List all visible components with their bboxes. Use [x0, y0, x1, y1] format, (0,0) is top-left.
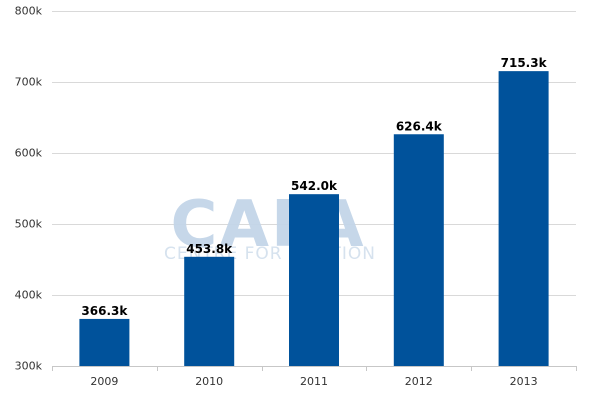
x-tick-label-2009: 2009: [90, 375, 118, 388]
bar-2013: [498, 71, 549, 367]
data-label-2012: 626.4k: [396, 119, 443, 133]
bar-2012: [393, 134, 444, 366]
x-tick-label-2013: 2013: [510, 375, 538, 388]
bar-2011: [289, 194, 339, 366]
y-tick-label: 600k: [15, 147, 43, 160]
data-label-2011: 542.0k: [291, 179, 338, 193]
y-tick-label: 800k: [15, 5, 43, 18]
y-tick-label: 700k: [15, 76, 43, 89]
x-tick-label-2010: 2010: [195, 375, 223, 388]
data-label-2010: 453.8k: [186, 242, 233, 256]
y-tick-label: 400k: [15, 289, 43, 302]
y-axis: 300k 400k 500k 600k 700k 800k: [15, 5, 43, 373]
bars: [79, 71, 549, 367]
data-label-2013: 715.3k: [501, 56, 548, 70]
x-tick-label-2012: 2012: [405, 375, 433, 388]
bar-2009: [79, 318, 130, 366]
data-label-2009: 366.3k: [81, 304, 128, 318]
y-tick-label: 300k: [15, 360, 43, 373]
y-tick-label: 500k: [15, 218, 43, 231]
x-axis: 2009 2010 2011 2012 2013: [52, 366, 577, 388]
x-tick-label-2011: 2011: [300, 375, 328, 388]
gridlines: [52, 11, 576, 296]
bar-2010: [184, 256, 235, 366]
data-labels: 366.3k 453.8k 542.0k 626.4k 715.3k: [81, 56, 547, 318]
